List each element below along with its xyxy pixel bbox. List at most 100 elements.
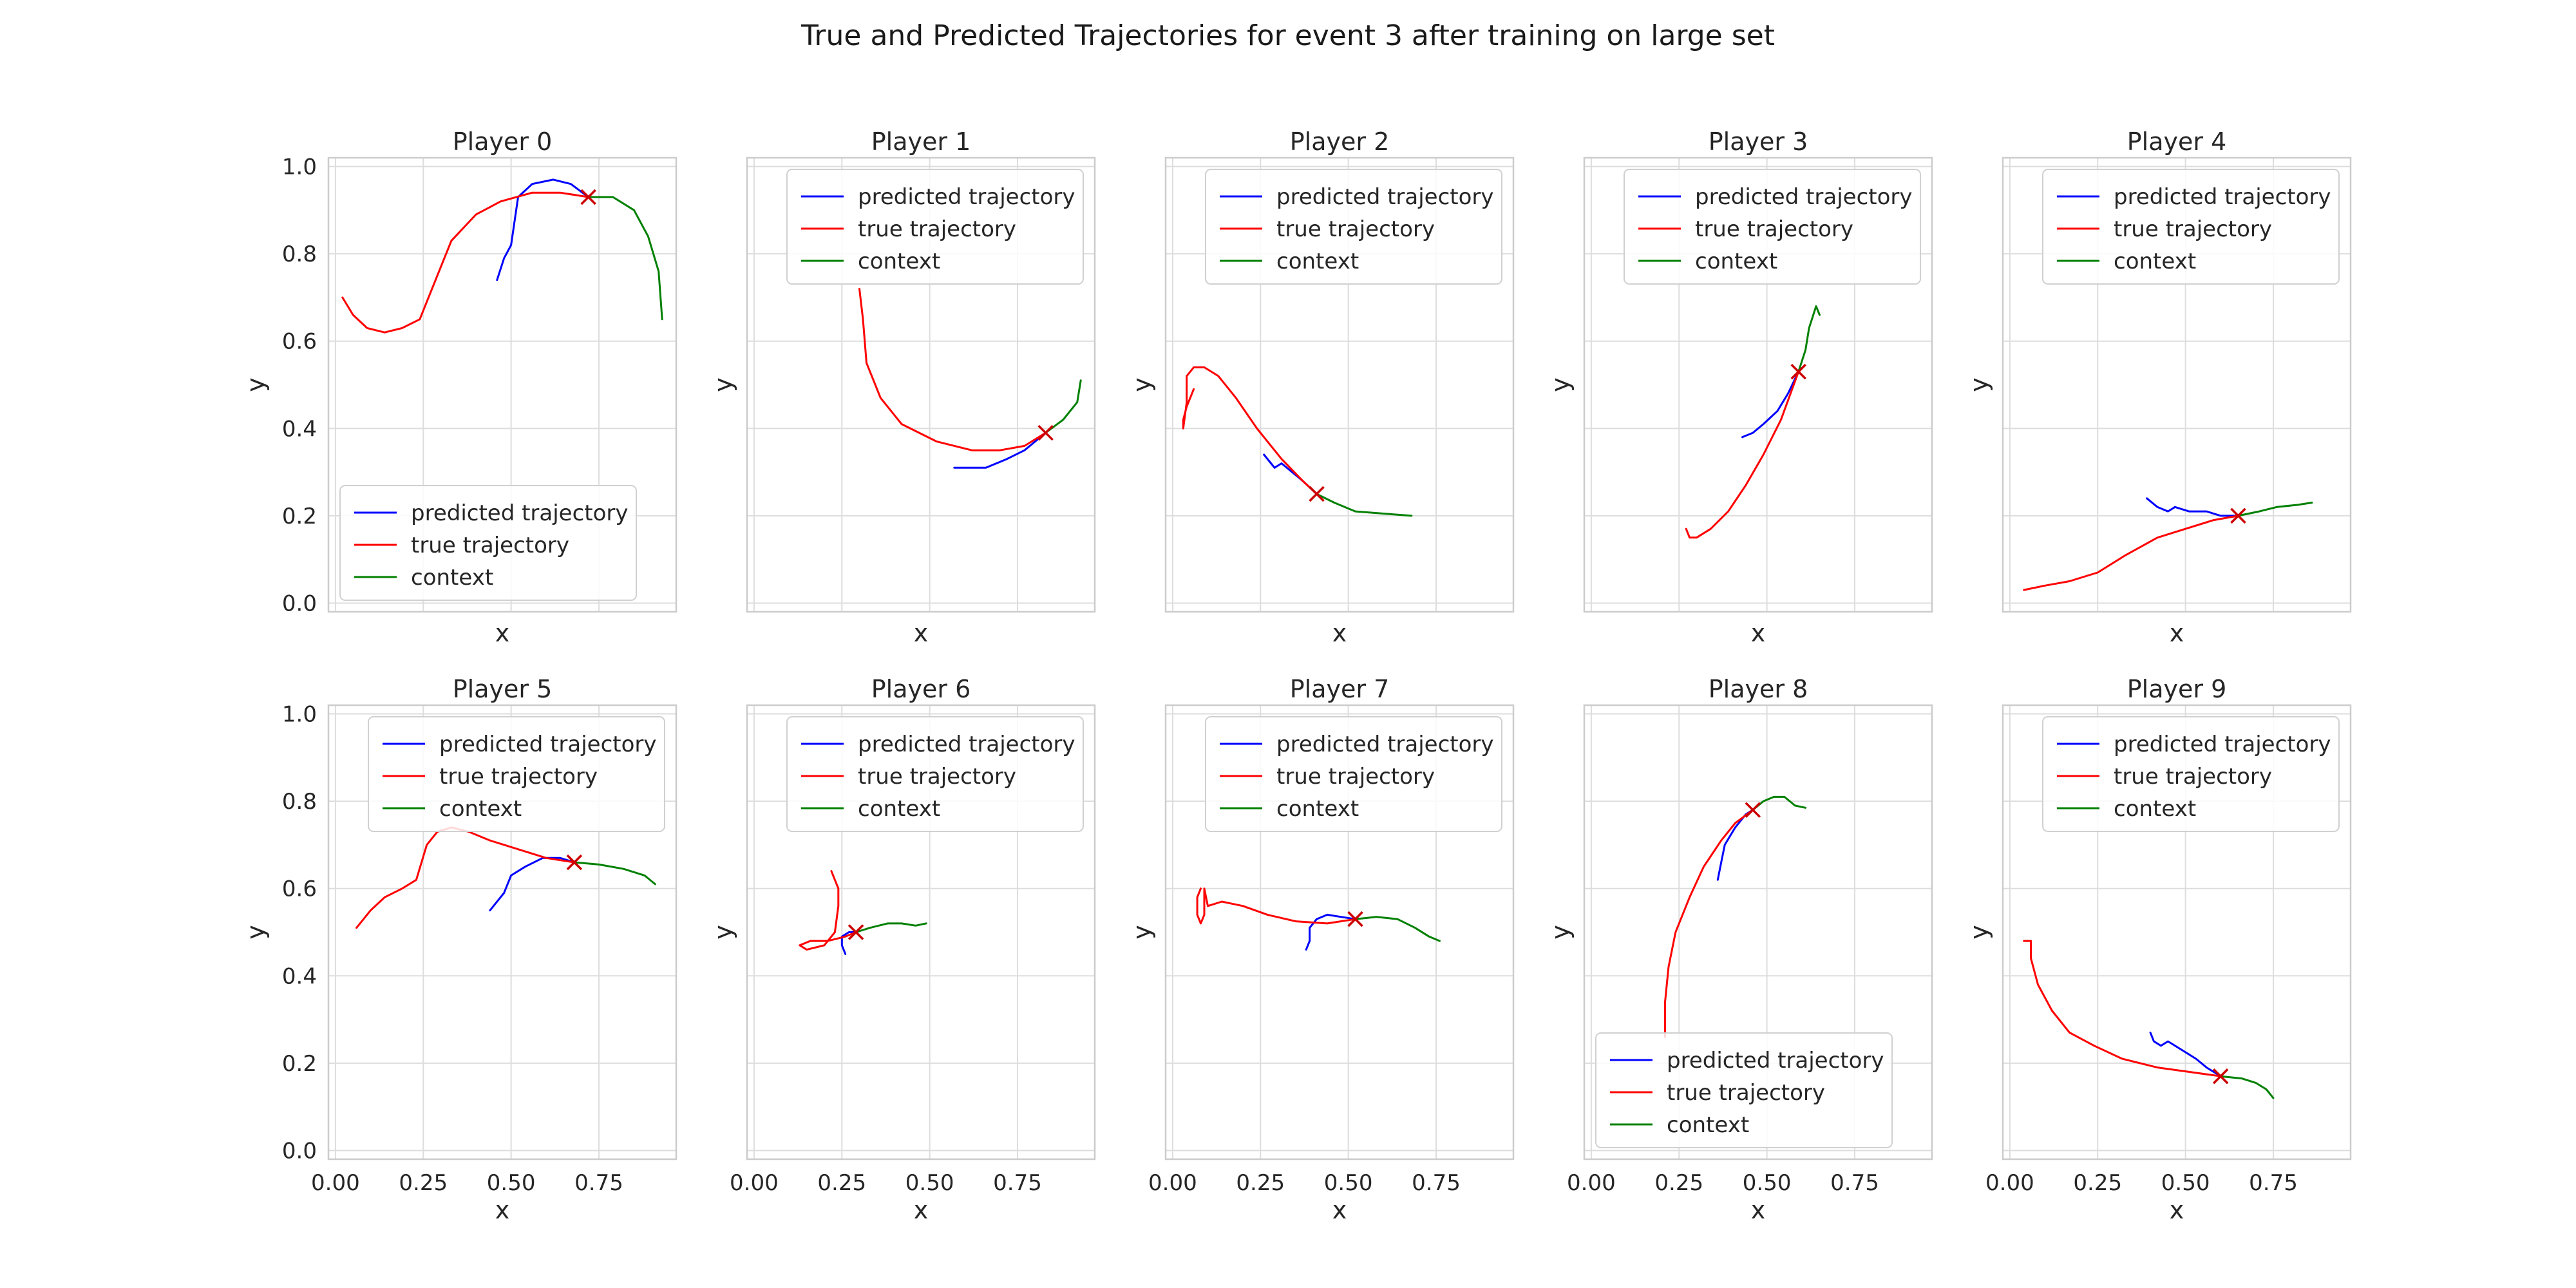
context-trajectory-line [1316,493,1413,517]
true-trajectory-line [858,287,1047,451]
legend-box [339,485,637,601]
current-position-marker [2230,507,2246,524]
true-trajectory-line [2023,940,2222,1077]
legend-box [786,716,1084,832]
x-axis-label: x [1332,1196,1347,1224]
marker-stroke [1347,911,1363,927]
subplot-player-7: 0.00 0.25 0.50 0.75 Player 7 x y predicted traj… [1128,675,1515,1224]
legend-label: true trajectory [858,216,1016,242]
x-axis-label: x [1751,1196,1766,1224]
legend: predicted trajectory true trajectory conte… [2042,169,2340,285]
legend-label: predicted trajectory [1695,184,1913,210]
context-trajectory-line [2219,1075,2275,1099]
y-axis-label: y [709,377,737,392]
plot-frame [746,704,1096,1160]
true-trajectory-line [1182,366,1318,495]
legend-label: predicted trajectory [858,184,1075,210]
legend-label: true trajectory [1695,216,1853,242]
marker-stroke [2230,507,2246,524]
current-position-marker [1790,363,1806,380]
subplot-player-9: 0.00 0.25 0.50 0.75 Player 9 x y predicted traj… [1965,675,2352,1224]
current-position-marker [1745,802,1761,818]
y-axis-label: y [709,925,737,940]
legend-label: true trajectory [1276,216,1435,242]
legend: predicted trajectory true trajectory conte… [2042,716,2340,832]
predicted-trajectory-line [2146,497,2239,517]
legend-label: predicted trajectory [2114,732,2331,757]
plot-frame [2002,156,2352,613]
legend-box [2042,169,2340,285]
x-axis-label: x [495,619,510,647]
figure-title: True and Predicted Trajectories for even… [801,19,1775,52]
subplot-player-8: 0.00 0.25 0.50 0.75 Player 8 x y predicted traj… [1546,675,1933,1224]
legend-box [1595,1032,1893,1148]
legend-label: predicted trajectory [858,732,1075,757]
legend: predicted trajectory true trajectory conte… [1205,716,1502,832]
legend-box [1205,716,1502,832]
legend-box [786,169,1084,285]
current-position-marker [848,924,864,940]
legend: predicted trajectory true trajectory conte… [1624,169,1921,285]
ytick-label: 0.2 [282,1051,317,1077]
predicted-trajectory-line [953,431,1047,469]
plot-frame [327,704,677,1160]
true-trajectory-line [799,870,857,951]
xtick-label: 0.50 [905,1170,954,1196]
marker-stroke [1745,802,1761,818]
legend: predicted trajectory true trajectory conte… [1595,1032,1893,1148]
y-axis-label: y [1965,925,1993,940]
current-position-marker [1309,486,1325,502]
legend-label: predicted trajectory [411,500,629,526]
legend-box [1205,169,1502,285]
predicted-trajectory-line [1305,913,1356,951]
xtick-label: 0.50 [1324,1170,1373,1196]
plot-frame [2002,704,2352,1160]
xtick-label: 0.75 [1412,1170,1461,1196]
legend-label: true trajectory [858,764,1016,790]
ytick-label: 0.8 [282,242,317,267]
subplot-title: Player 0 [453,128,553,156]
subplot-player-3: Player 3 x y predicted trajectory true traje… [1546,128,1933,647]
xtick-label: 0.25 [817,1170,866,1196]
ytick-label: 0.0 [282,591,317,616]
context-trajectory-line [2237,502,2313,517]
true-trajectory-line [1685,370,1800,539]
legend-box [2042,716,2340,832]
plot-frame [1583,156,1933,613]
ytick-label: 0.8 [282,789,317,815]
y-axis-label: y [1965,377,1993,392]
subplot-player-2: Player 2 x y predicted trajectory true traje… [1128,128,1515,647]
xtick-label: 0.00 [1985,1170,2034,1196]
y-axis-label: y [1546,925,1575,940]
context-trajectory-line [1045,379,1082,434]
predicted-trajectory-line [2149,1031,2222,1077]
legend-label: predicted trajectory [1276,732,1494,757]
plot-frame [327,156,677,613]
legend-label: true trajectory [1667,1080,1825,1106]
legend-label: predicted trajectory [1276,184,1494,210]
x-axis-label: x [1751,619,1766,647]
xtick-label: 0.50 [487,1170,536,1196]
ytick-label: 0.2 [282,504,317,529]
legend-box [1624,169,1921,285]
legend-label: context [2114,249,2196,274]
context-trajectory-line [587,196,663,321]
legend-label: context [411,565,493,591]
x-axis-label: x [495,1196,510,1224]
ytick-label: 0.0 [282,1138,317,1164]
true-trajectory-line [341,191,590,334]
marker-stroke [1790,363,1806,380]
context-trajectory-line [855,922,927,933]
ytick-label: 0.6 [282,876,317,902]
x-axis-label: x [2170,1196,2184,1224]
subplot-title: Player 4 [2127,128,2227,156]
true-trajectory-line [355,826,576,929]
xtick-label: 0.75 [2249,1170,2298,1196]
y-axis-label: y [1546,377,1575,392]
xtick-label: 0.00 [730,1170,779,1196]
legend-label: predicted trajectory [2114,184,2331,210]
context-trajectory-line [1354,916,1441,942]
subplot-title: Player 8 [1709,675,1808,703]
legend-label: predicted trajectory [1667,1048,1884,1074]
